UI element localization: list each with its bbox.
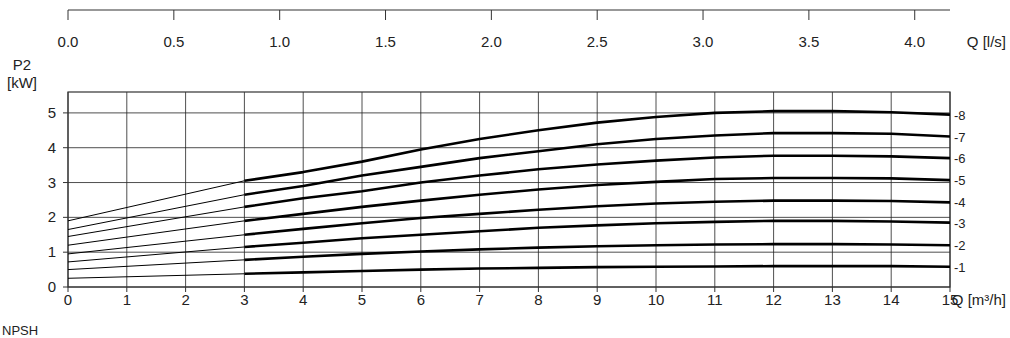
y-tick-label: 3 [48, 174, 56, 191]
x2-tick-label: 1.5 [375, 33, 396, 50]
x2-tick-label: 0.0 [58, 33, 79, 50]
series-label: -2 [954, 238, 966, 253]
x-tick-label: 7 [475, 291, 483, 308]
y-tick [63, 217, 68, 218]
y-tick [63, 287, 68, 288]
y-axis-label-part: P2 [13, 56, 31, 73]
annotation: NPSH [2, 323, 38, 338]
x2-tick [279, 10, 280, 20]
x-tick-label: 12 [765, 291, 782, 308]
series-label: -4 [954, 195, 966, 210]
y-tick-label: 5 [48, 104, 56, 121]
x-grid-line [362, 92, 363, 287]
series-label: -8 [954, 108, 966, 123]
x2-tick-label: 3.5 [798, 33, 819, 50]
series-label: -7 [954, 130, 966, 145]
x-tick-label: 5 [358, 291, 366, 308]
y-grid-line [68, 147, 950, 148]
x2-tick-label: 0.5 [163, 33, 184, 50]
y-axis-label: P2[kW] [7, 56, 37, 91]
x-grid-line [244, 92, 245, 287]
y-tick-label: 2 [48, 208, 56, 225]
x2-tick-label: 3.0 [693, 33, 714, 50]
series-label: -3 [954, 216, 966, 231]
y-grid-line [68, 217, 950, 218]
series-label: -6 [954, 151, 966, 166]
x2-tick [808, 10, 809, 20]
series-line [244, 178, 950, 221]
x2-tick [385, 10, 386, 20]
series-line-extrapolated [68, 181, 244, 221]
y-grid-line [68, 182, 950, 183]
x2-tick [703, 10, 704, 20]
x-tick-label: 14 [883, 291, 900, 308]
x-tick-label: 8 [534, 291, 542, 308]
y-grid-line [68, 112, 950, 113]
plot-frame [68, 92, 950, 287]
series-line-extrapolated [68, 247, 244, 262]
x2-tick-label: 4.0 [904, 33, 925, 50]
x-tick-label: 11 [707, 291, 723, 308]
x-grid-line [891, 92, 892, 287]
series-line-extrapolated [68, 274, 244, 279]
x-tick-label: 6 [417, 291, 425, 308]
x-tick-label: 9 [593, 291, 601, 308]
series-line-extrapolated [68, 195, 244, 230]
x2-tick-label: 2.0 [481, 33, 502, 50]
x-tick-label: 2 [181, 291, 189, 308]
series-line [244, 201, 950, 235]
x-tick-label: 4 [299, 291, 307, 308]
x-grid-line [126, 92, 127, 287]
x-tick-label: 13 [824, 291, 841, 308]
x2-tick [173, 10, 174, 20]
series-group [68, 111, 950, 278]
x-grid-line [714, 92, 715, 287]
y-tick [63, 182, 68, 183]
x-axis-label: Q [m³/h] [952, 291, 1006, 308]
series-line [244, 244, 950, 260]
x-tick-label: 0 [64, 291, 72, 308]
y-tick [63, 252, 68, 253]
chart: 0123456789101112131415Q [m³/h]0.00.51.01… [0, 0, 1010, 338]
x2-tick [68, 10, 69, 20]
series-line-extrapolated [68, 260, 244, 270]
x2-axis-line [68, 9, 950, 10]
series-line [244, 111, 950, 181]
x2-tick [491, 10, 492, 20]
series-line-extrapolated [68, 207, 244, 237]
y-tick-label: 4 [48, 139, 56, 156]
x-grid-line [420, 92, 421, 287]
x-tick-label: 10 [648, 291, 665, 308]
x-grid-line [597, 92, 598, 287]
x-tick-label: 3 [240, 291, 248, 308]
x2-tick-label: 1.0 [269, 33, 290, 50]
x2-axis-label: Q [l/s] [967, 33, 1006, 50]
y-grid-line [68, 252, 950, 253]
x2-tick [914, 10, 915, 20]
x-tick-label: 1 [123, 291, 131, 308]
x2-tick [597, 10, 598, 20]
y-tick-label: 1 [48, 243, 56, 260]
x2-tick-label: 2.5 [587, 33, 608, 50]
x-grid-line [832, 92, 833, 287]
x-grid-line [773, 92, 774, 287]
y-axis-label-part: [kW] [7, 74, 37, 91]
series-label: -5 [954, 173, 966, 188]
series-line [244, 266, 950, 274]
x-grid-line [479, 92, 480, 287]
y-tick [63, 112, 68, 113]
x-grid-line [185, 92, 186, 287]
y-tick-label: 0 [48, 278, 56, 295]
x-grid-line [656, 92, 657, 287]
series-label: -1 [954, 260, 966, 275]
series-line-extrapolated [68, 235, 244, 254]
y-tick [63, 147, 68, 148]
